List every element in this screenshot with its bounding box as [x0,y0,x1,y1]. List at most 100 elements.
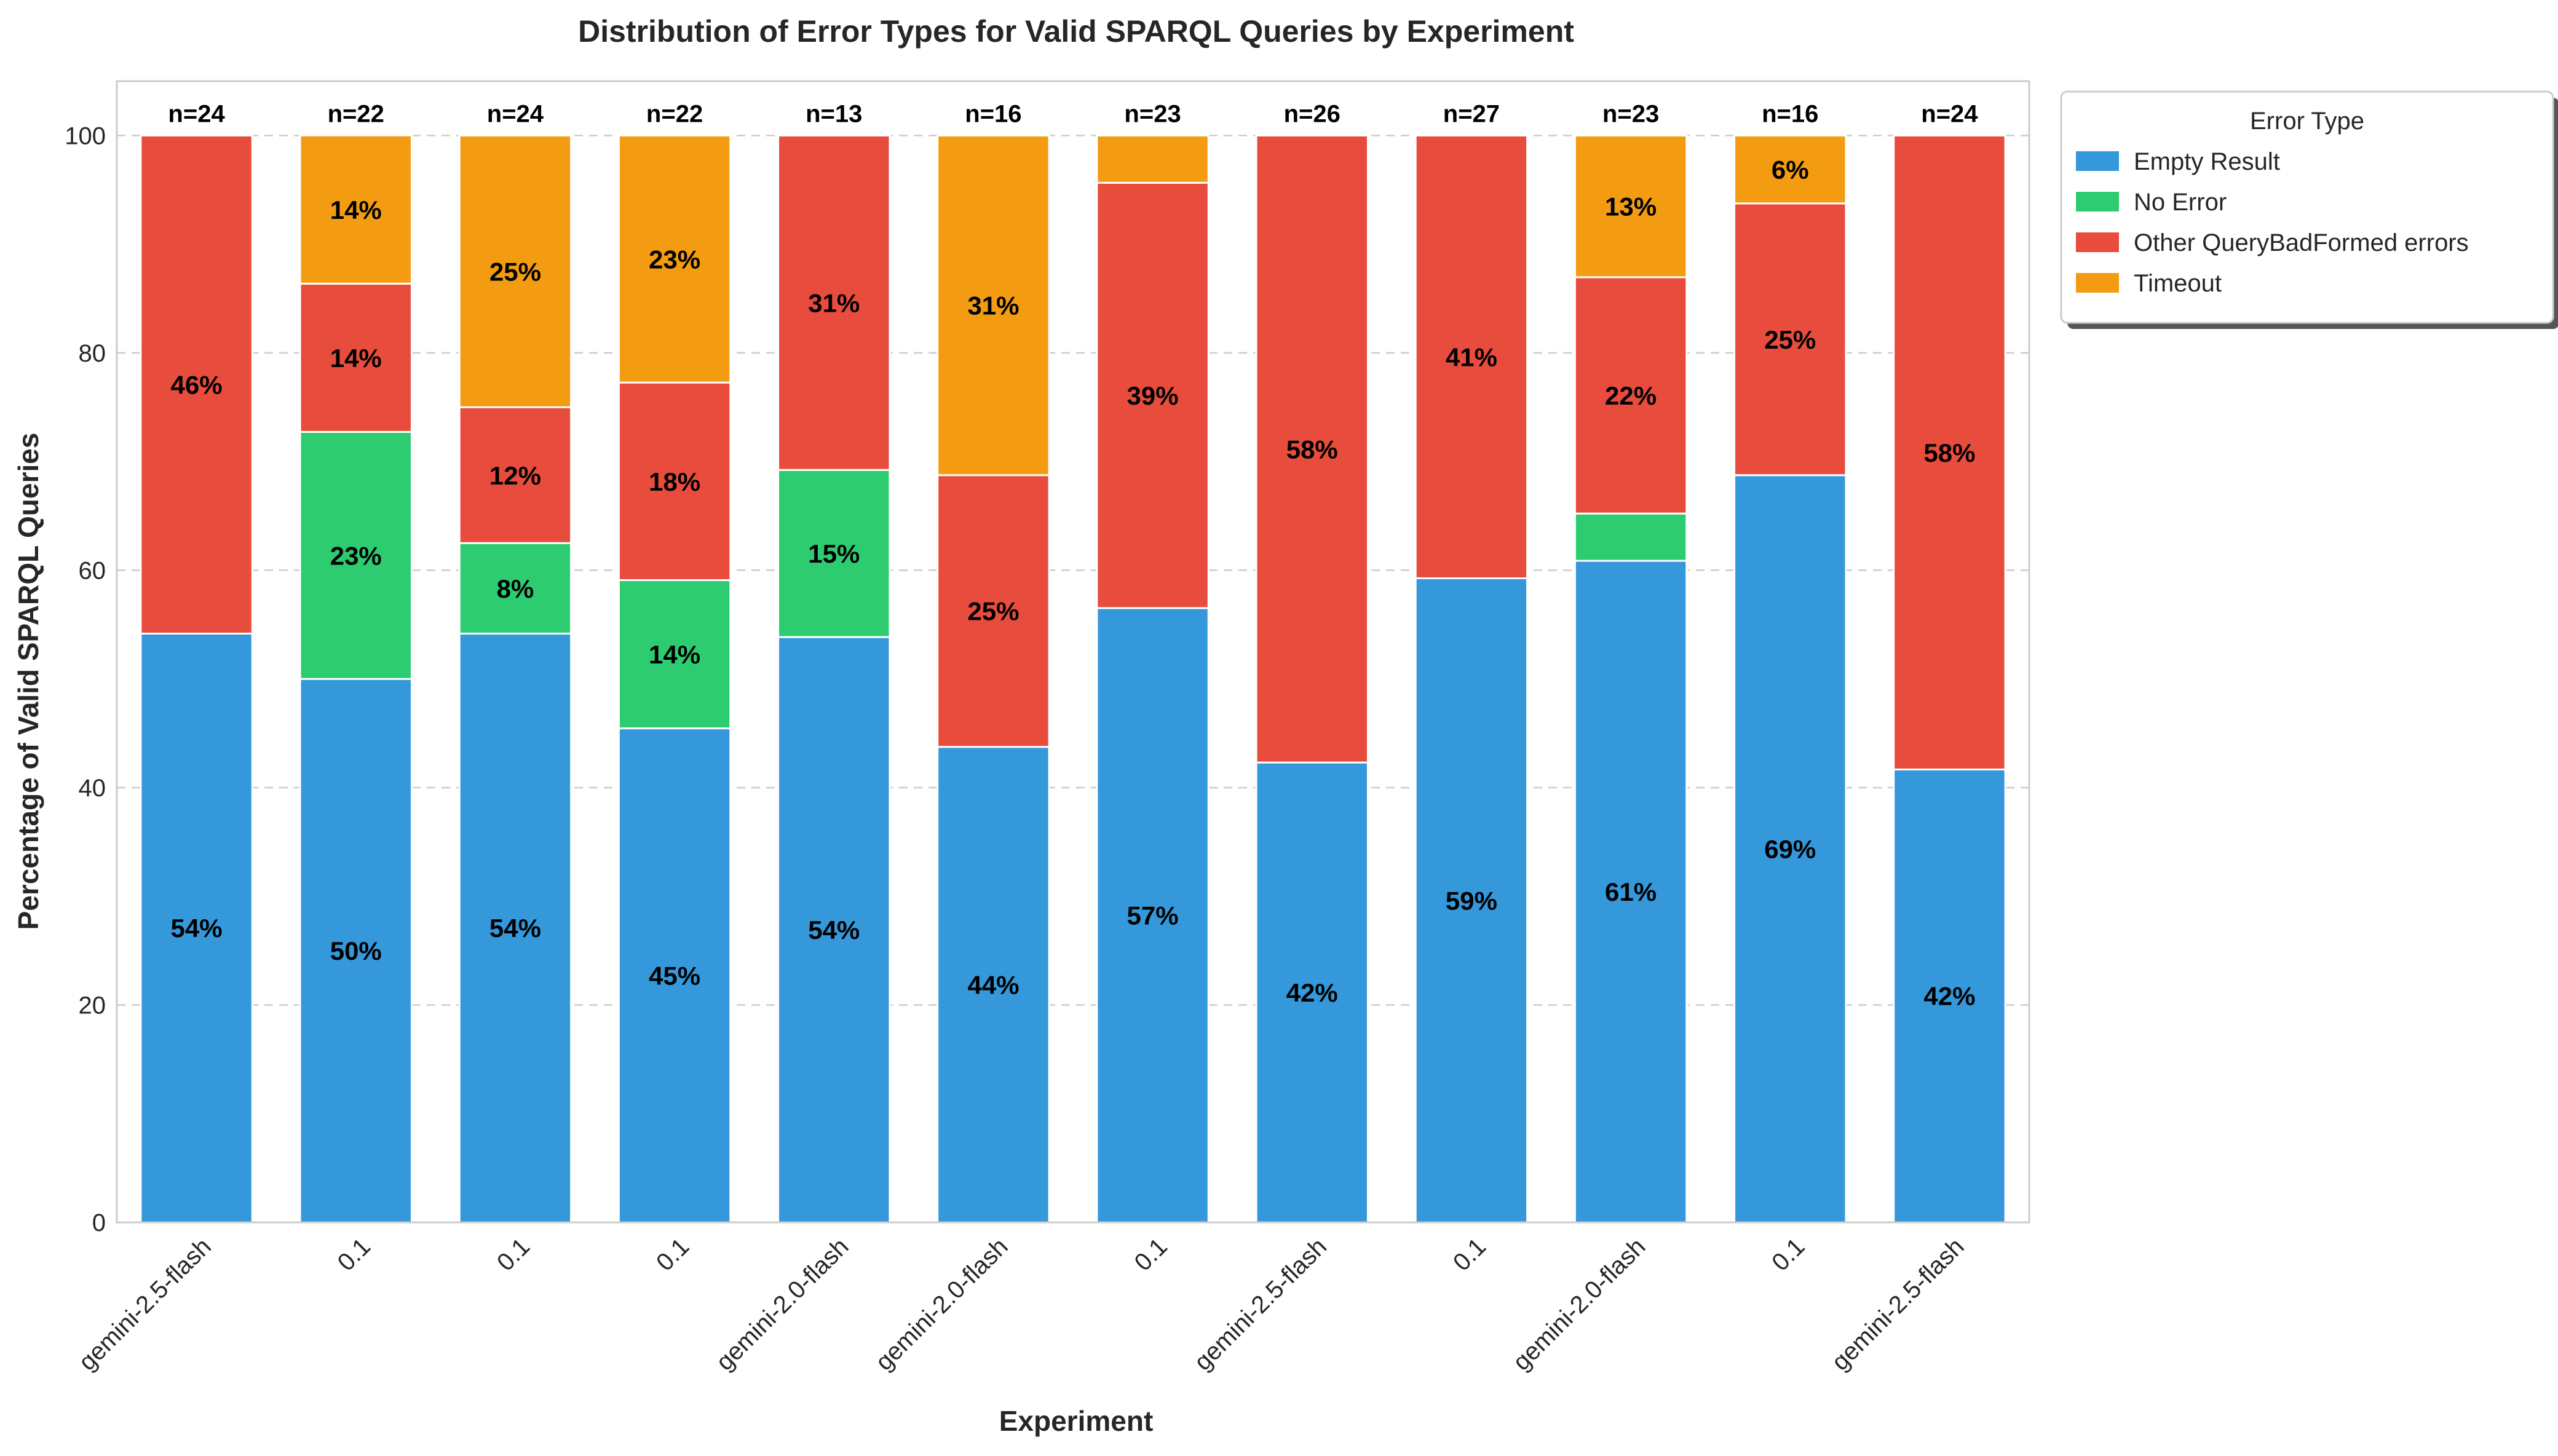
total-label: n=23 [1602,100,1659,127]
bar-segment-empty-result [458,632,572,1224]
total-label-background [314,98,398,130]
bar-segment-other-querybadformed-errors [1096,181,1210,609]
y-tick-label: 80 [79,340,106,367]
segment-label: 39% [1127,381,1179,410]
y-tick-label: 0 [92,1209,106,1236]
bar-segment-empty-result [936,746,1050,1224]
y-tick-label: 40 [79,775,106,802]
segment-label: 25% [489,257,541,286]
segment-label: 59% [1446,886,1497,915]
bar-segment-other-querybadformed-errors [1255,134,1369,764]
bar-segment-empty-result [777,636,891,1224]
y-axis-label: Percentage of Valid SPARQL Queries [12,433,44,930]
total-label-background [951,98,1035,130]
segment-label: 58% [1286,435,1338,464]
total-label: n=24 [168,100,225,127]
bar-segment-empty-result [1733,474,1847,1224]
y-tick-label: 60 [79,557,106,584]
bar-segment-other-querybadformed-errors [299,282,413,433]
bar-segment-empty-result [299,678,413,1224]
bar-segment-no-error [617,579,732,730]
segment-label: 44% [967,970,1019,999]
bar-segment-other-querybadformed-errors [1733,202,1847,477]
segment-label: 54% [808,916,860,944]
segment-label: 25% [967,597,1019,626]
bar-segment-timeout [1574,134,1688,279]
bar-segment-no-error [777,469,891,638]
bars [140,134,2006,1224]
total-label: n=13 [806,100,862,127]
bar-segment-empty-result [1893,768,2006,1224]
bar-segment-empty-result [140,632,253,1224]
total-label: n=22 [646,100,703,127]
segment-label: 61% [1605,877,1657,906]
legend-swatch [2076,273,2119,293]
legend-items: Empty Result No Error Other QueryBadFormed… [2076,148,2469,297]
segment-label: 46% [171,370,223,399]
segment-label: 69% [1764,834,1816,863]
total-label-background [154,98,239,130]
total-label-background [633,98,717,130]
legend-swatch [2076,192,2119,212]
segment-label: 23% [649,245,700,274]
legend: Error Type Empty Result No Error Other Que… [2060,90,2558,329]
bar-segment-other-querybadformed-errors [617,381,732,582]
legend-title: Error Type [2250,108,2364,135]
bar-segment-empty-result [1096,607,1210,1224]
segment-label: 50% [330,936,382,965]
x-axis-label: Experiment [999,1405,1154,1437]
bar-segment-other-querybadformed-errors [777,134,891,471]
legend-swatch [2076,232,2119,252]
legend-box [2060,90,2554,324]
segment-label: 23% [330,541,382,570]
segment-label: 42% [1286,978,1338,1007]
segment-label: 45% [649,961,700,990]
segment-label: 13% [1605,192,1657,221]
legend-label: Empty Result [2134,148,2280,175]
bar-segment-empty-result [1255,761,1369,1224]
total-label-background [1748,98,1832,130]
legend-label: No Error [2134,189,2227,216]
bar-segment-timeout [299,134,413,285]
total-label: n=24 [1921,100,1978,127]
total-label-background [1429,98,1513,130]
bar-segment-timeout [936,134,1050,477]
y-tick-label: 100 [65,122,106,149]
bar-segment-other-querybadformed-errors [458,406,572,544]
bar-segment-other-querybadformed-errors [1414,134,1529,580]
segment-label: 6% [1772,156,1809,184]
segment-label: 15% [808,539,860,568]
segment-label: 54% [489,914,541,943]
total-label: n=16 [1762,100,1818,127]
total-label-background [1589,98,1673,130]
plot-frame [116,80,2030,1224]
legend-label: Timeout [2134,270,2222,297]
bar-segment-no-error [299,430,413,680]
y-tick-label: 20 [79,992,106,1019]
total-label-background [1111,98,1195,130]
segment-label: 58% [1923,438,1975,467]
bar-segment-other-querybadformed-errors [936,474,1050,748]
segment-label: 41% [1446,342,1497,371]
bar-segment-timeout [458,134,572,408]
bar-segment-empty-result [1414,577,1529,1224]
total-label: n=27 [1443,100,1500,127]
segment-label: 18% [649,467,700,496]
segment-label: 8% [497,574,534,603]
legend-swatch [2076,151,2119,171]
segment-label: 14% [330,196,382,224]
segment-label: 25% [1764,325,1816,354]
bar-segment-no-error [458,542,572,635]
bar-segment-timeout [617,134,732,384]
segment-label: 57% [1127,901,1179,930]
bar-segment-timeout [1733,134,1847,205]
bar-segment-empty-result [1574,560,1688,1224]
bar-segment-no-error [1574,512,1688,562]
legend-label: Other QueryBadFormed errors [2134,229,2469,256]
total-label-background [1270,98,1354,130]
total-label: n=22 [328,100,384,127]
total-label: n=23 [1124,100,1181,127]
segment-label: 54% [171,914,223,943]
total-label-background [792,98,876,130]
